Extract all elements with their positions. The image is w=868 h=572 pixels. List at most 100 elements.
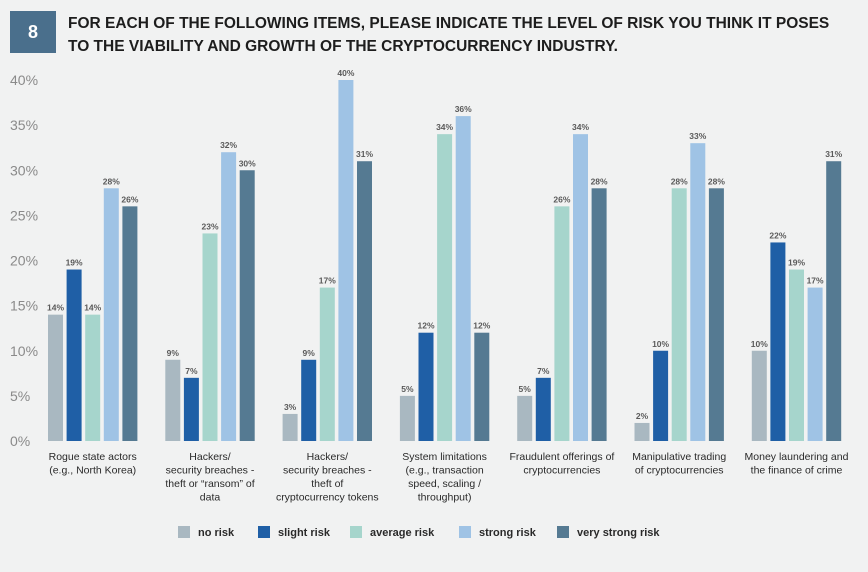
bar [690, 143, 706, 442]
data-label: 36% [455, 104, 472, 114]
category-label: Fraudulent offerings of [509, 451, 614, 463]
data-label: 28% [103, 176, 120, 186]
bar [789, 269, 804, 441]
chart-title: FOR EACH OF THE FOLLOWING ITEMS, PLEASE … [68, 12, 858, 58]
category-label: security breaches - [166, 465, 255, 477]
bar [239, 170, 255, 441]
bar [671, 188, 687, 441]
bar [708, 188, 724, 441]
y-tick-label: 30% [10, 162, 38, 178]
data-label: 9% [303, 348, 316, 358]
data-label: 28% [671, 176, 688, 186]
title-line-1: FOR EACH OF THE FOLLOWING ITEMS, PLEASE … [68, 15, 830, 32]
bar [770, 242, 786, 441]
data-label: 12% [473, 321, 490, 331]
category-label: System limitations [402, 451, 487, 463]
question-number-badge: 8 [10, 11, 56, 53]
bar [48, 314, 63, 441]
legend-swatch [258, 526, 270, 538]
data-label: 26% [121, 194, 138, 204]
category-label: theft or “ransom” of [165, 478, 254, 490]
data-label: 19% [66, 258, 83, 268]
category-label: Manipulative trading [632, 451, 726, 463]
bar [85, 314, 101, 441]
bar [66, 269, 82, 441]
legend-swatch [459, 526, 471, 538]
y-tick-label: 15% [10, 298, 38, 314]
data-label: 7% [537, 366, 550, 376]
y-tick-label: 35% [10, 117, 38, 133]
data-label: 28% [591, 176, 608, 186]
data-label: 33% [689, 131, 706, 141]
legend-label: strong risk [479, 527, 537, 539]
bar [202, 233, 218, 441]
data-label: 10% [751, 339, 768, 349]
bar [807, 287, 823, 441]
bar [301, 359, 317, 441]
data-label: 23% [201, 221, 218, 231]
data-label: 28% [708, 176, 725, 186]
data-label: 14% [84, 303, 101, 313]
data-label: 7% [185, 366, 198, 376]
legend-label: very strong risk [577, 527, 660, 539]
data-label: 9% [167, 348, 180, 358]
data-label: 17% [319, 276, 336, 286]
data-label: 3% [284, 402, 297, 412]
y-tick-label: 0% [10, 433, 30, 449]
category-label: Rogue state actors [49, 451, 137, 463]
bar [826, 161, 842, 441]
bar [122, 206, 138, 441]
data-label: 34% [572, 122, 589, 132]
bar [221, 152, 237, 441]
category-label: Hackers/ [307, 451, 349, 463]
bar [474, 332, 490, 441]
category-label: (e.g., North Korea) [49, 465, 136, 477]
data-label: 34% [436, 122, 453, 132]
bar [418, 332, 434, 441]
category-label: Money laundering and [745, 451, 849, 463]
category-label: cryptocurrency tokens [276, 492, 379, 504]
category-label: of cryptocurrencies [635, 465, 724, 477]
y-tick-label: 40% [10, 72, 38, 88]
data-label: 17% [807, 276, 824, 286]
bar [437, 134, 453, 441]
category-label: the finance of crime [751, 465, 843, 477]
data-label: 2% [636, 411, 649, 421]
bar [455, 116, 471, 441]
legend-swatch [557, 526, 569, 538]
legend-label: slight risk [278, 527, 331, 539]
title-line-2: TO THE VIABILITY AND GROWTH OF THE CRYPT… [68, 38, 618, 55]
data-label: 31% [356, 149, 373, 159]
bar [535, 377, 551, 441]
bar [573, 134, 588, 441]
category-label: theft of [311, 478, 343, 490]
data-label: 31% [825, 149, 842, 159]
bar [357, 161, 372, 441]
question-number: 8 [27, 21, 38, 42]
bar [653, 350, 669, 441]
legend-label: no risk [198, 527, 235, 539]
bar [554, 206, 570, 441]
y-tick-label: 10% [10, 343, 38, 359]
data-label: 22% [769, 230, 786, 240]
data-label: 40% [337, 68, 354, 78]
bar [591, 188, 607, 441]
bar [165, 359, 181, 441]
legend-swatch [178, 526, 190, 538]
data-label: 5% [519, 384, 532, 394]
data-label: 19% [788, 258, 805, 268]
category-label: throughput) [418, 492, 472, 504]
bar [751, 350, 767, 441]
y-tick-label: 25% [10, 207, 38, 223]
bar [338, 80, 354, 441]
category-label: cryptocurrencies [523, 465, 600, 477]
data-label: 32% [220, 140, 237, 150]
data-label: 30% [239, 158, 256, 168]
bar [517, 395, 533, 441]
legend-label: average risk [370, 527, 435, 539]
data-label: 12% [417, 321, 434, 331]
data-label: 14% [47, 303, 64, 313]
data-label: 26% [553, 194, 570, 204]
bar [399, 395, 415, 441]
